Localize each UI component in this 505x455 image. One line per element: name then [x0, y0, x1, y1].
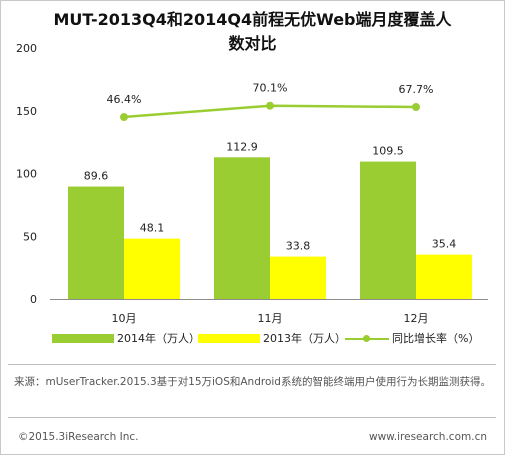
chart-title: MUT-2013Q4和2014Q4前程无优Web端月度覆盖人 数对比	[0, 8, 505, 56]
bar-2014	[68, 186, 124, 299]
bar-2014	[360, 161, 416, 299]
legend-label-2013: 2013年（万人）	[263, 332, 346, 345]
growth-point	[412, 102, 420, 111]
legend-item-2013: 2013年（万人）	[198, 330, 346, 346]
legend-label-2014: 2014年（万人）	[117, 332, 200, 345]
bar-2013	[270, 256, 326, 299]
y-tick-label: 0	[30, 293, 37, 306]
growth-point	[120, 113, 128, 122]
bar-value-label-2014: 109.5	[372, 145, 404, 158]
footer-divider	[8, 417, 496, 418]
title-line-1: MUT-2013Q4和2014Q4前程无优Web端月度覆盖人	[53, 10, 452, 29]
y-tick-label: 50	[23, 230, 37, 243]
growth-value-label: 67.7%	[399, 83, 434, 96]
bar-value-label-2013: 35.4	[432, 238, 457, 251]
copyright: ©2015.3iResearch Inc.	[18, 431, 139, 443]
bar-value-label-2014: 89.6	[84, 170, 109, 183]
x-tick-label: 10月	[112, 312, 137, 325]
legend-swatch-2014	[52, 333, 114, 343]
y-tick-label: 200	[16, 42, 37, 55]
source-note: 来源：mUserTracker.2015.3基于对15万iOS和Android系…	[14, 376, 491, 388]
bar-line-chart: 0 50 100 150 200 89.6 48.1 10月 112.9 33.8 11月 109.5…	[16, 42, 488, 325]
y-tick-label: 150	[16, 105, 37, 118]
x-tick-label: 12月	[404, 312, 429, 325]
growth-point	[266, 101, 274, 110]
legend-item-2014: 2014年（万人）	[52, 330, 200, 346]
growth-value-label: 70.1%	[253, 82, 288, 95]
bar-2013	[416, 254, 472, 299]
bar-value-label-2013: 48.1	[140, 222, 165, 235]
legend-item-growth: 同比增长率（%）	[345, 330, 479, 346]
website: www.iresearch.com.cn	[368, 431, 487, 443]
y-tick-label: 100	[16, 168, 37, 181]
title-line-2: 数对比	[228, 34, 277, 53]
x-tick-label: 11月	[258, 312, 283, 325]
bar-value-label-2014: 112.9	[226, 140, 258, 153]
bar-value-label-2013: 33.8	[286, 240, 311, 253]
bar-2014	[214, 157, 270, 299]
legend-line-growth	[345, 334, 389, 343]
legend-label-growth: 同比增长率（%）	[392, 332, 480, 345]
source-divider	[8, 364, 496, 365]
bar-2013	[124, 238, 180, 299]
legend: 2014年（万人） 2013年（万人） 同比增长率（%）	[0, 330, 505, 346]
growth-value-label: 46.4%	[107, 93, 142, 106]
legend-swatch-2013	[198, 333, 260, 343]
